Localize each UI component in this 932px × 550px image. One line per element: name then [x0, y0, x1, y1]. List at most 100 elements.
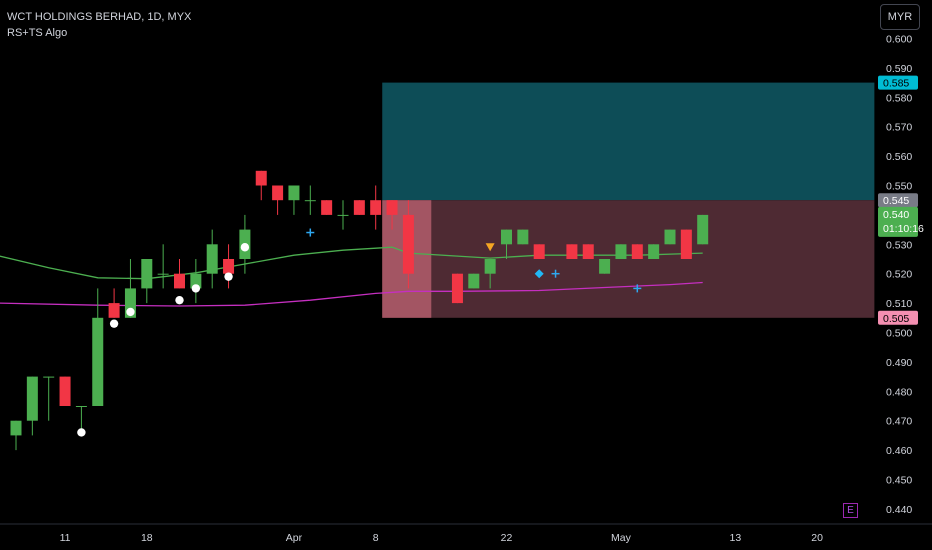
- price-tag: 0.585: [878, 75, 918, 90]
- candle-body: [648, 244, 660, 259]
- candle-body: [501, 229, 512, 245]
- signal-dot: [175, 295, 184, 305]
- candle-body: [43, 376, 55, 378]
- signal-dot: [224, 272, 233, 281]
- candlestick-series: [10, 170, 709, 451]
- signal-cross-icon: [633, 284, 642, 293]
- signal-dot: [109, 319, 119, 328]
- candle: [59, 376, 71, 406]
- candle: [517, 229, 529, 245]
- candle-body: [304, 200, 316, 202]
- candle-body: [566, 244, 578, 259]
- price-tick-label: 0.450: [886, 475, 912, 487]
- price-tag-bg: [878, 310, 918, 325]
- candle: [697, 214, 709, 245]
- indicator-name[interactable]: RS+TS Algo: [7, 27, 68, 39]
- time-tick-label: 22: [501, 532, 513, 544]
- target-zone: [382, 82, 875, 201]
- candle: [615, 244, 627, 259]
- candle: [664, 229, 676, 245]
- time-axis[interactable]: 11 18 Apr 8 22 May 13 20: [0, 523, 932, 544]
- candle: [174, 259, 185, 289]
- time-tick-label: 20: [811, 532, 823, 544]
- time-tick-label: 18: [141, 532, 153, 544]
- candle: [353, 200, 365, 215]
- signal-cross-icon: [551, 269, 560, 278]
- candle: [26, 376, 38, 436]
- price-tick-label: 0.600: [886, 34, 912, 46]
- price-tick-label: 0.550: [886, 181, 912, 193]
- moving-averages: [0, 246, 703, 307]
- candle: [190, 259, 202, 304]
- position-tool[interactable]: [382, 82, 875, 318]
- candle-body: [174, 273, 185, 289]
- price-tick-label: 0.580: [886, 92, 912, 104]
- price-tick-label: 0.560: [886, 151, 912, 163]
- time-tick-label: May: [611, 532, 632, 544]
- candle: [451, 273, 463, 304]
- candle: [321, 200, 333, 215]
- price-tag: 0.545: [878, 193, 918, 208]
- candle-body: [223, 259, 235, 274]
- signal-cross-icon: [306, 228, 315, 237]
- candle-body: [582, 244, 594, 259]
- candle: [484, 259, 496, 289]
- candle: [255, 170, 267, 201]
- currency-button[interactable]: MYR: [880, 4, 920, 30]
- candle-body: [599, 259, 611, 274]
- candle-body: [533, 244, 545, 259]
- signal-triangle-icon: [485, 243, 495, 252]
- candle-body: [517, 229, 529, 245]
- candle-body: [206, 244, 218, 274]
- candle-body: [680, 229, 692, 259]
- candle: [648, 244, 660, 259]
- candle: [501, 229, 512, 259]
- candle-body: [402, 214, 414, 274]
- ma-fast-line: [0, 246, 703, 280]
- candle: [272, 185, 284, 215]
- ma-slow-line: [0, 281, 703, 307]
- time-tick-label: 11: [60, 532, 71, 544]
- candle-body: [370, 200, 382, 215]
- price-tag: 0.540 01:10:16: [878, 206, 924, 237]
- candle: [631, 244, 643, 259]
- candle-body: [190, 273, 202, 289]
- candle-body: [75, 406, 87, 407]
- candle-body: [615, 244, 627, 259]
- candle-body: [353, 200, 365, 215]
- candle-body: [108, 303, 120, 318]
- signal-dot: [77, 428, 86, 437]
- price-tag-value: 0.540: [883, 209, 909, 221]
- price-tick-label: 0.440: [886, 504, 912, 516]
- candle-body: [92, 317, 104, 406]
- price-tick-label: 0.490: [886, 357, 912, 369]
- price-tag-bg: [878, 75, 918, 90]
- candle: [157, 244, 169, 289]
- candle-body: [141, 259, 153, 289]
- signal-diamond-icon: [534, 269, 544, 279]
- price-axis[interactable]: 0.600 0.590 0.580 0.570 0.560 0.550 0.540 0.530…: [886, 34, 912, 516]
- signal-markers: [77, 228, 642, 437]
- candle: [10, 420, 22, 451]
- price-tag-value: 0.585: [883, 78, 909, 90]
- price-tick-label: 0.570: [886, 122, 912, 134]
- price-tick-label: 0.460: [886, 445, 912, 457]
- price-tick-label: 0.530: [886, 239, 912, 251]
- time-tick-label: 13: [730, 532, 742, 544]
- candle-body: [451, 273, 463, 304]
- candle: [370, 185, 382, 230]
- candle: [108, 288, 120, 318]
- candle-body: [468, 273, 480, 289]
- symbol-title[interactable]: WCT HOLDINGS BERHAD, 1D, MYX: [7, 11, 192, 23]
- candle-body: [255, 170, 267, 186]
- chart-legend: WCT HOLDINGS BERHAD, 1D, MYX RS+TS Algo: [7, 9, 191, 41]
- candle: [533, 244, 545, 259]
- earnings-icon[interactable]: E: [843, 503, 858, 518]
- candle-body: [124, 288, 136, 318]
- candle: [141, 259, 153, 304]
- candle-body: [386, 200, 398, 215]
- candle-body: [337, 214, 349, 216]
- price-tick-label: 0.510: [886, 298, 912, 310]
- price-tick-label: 0.480: [886, 386, 912, 398]
